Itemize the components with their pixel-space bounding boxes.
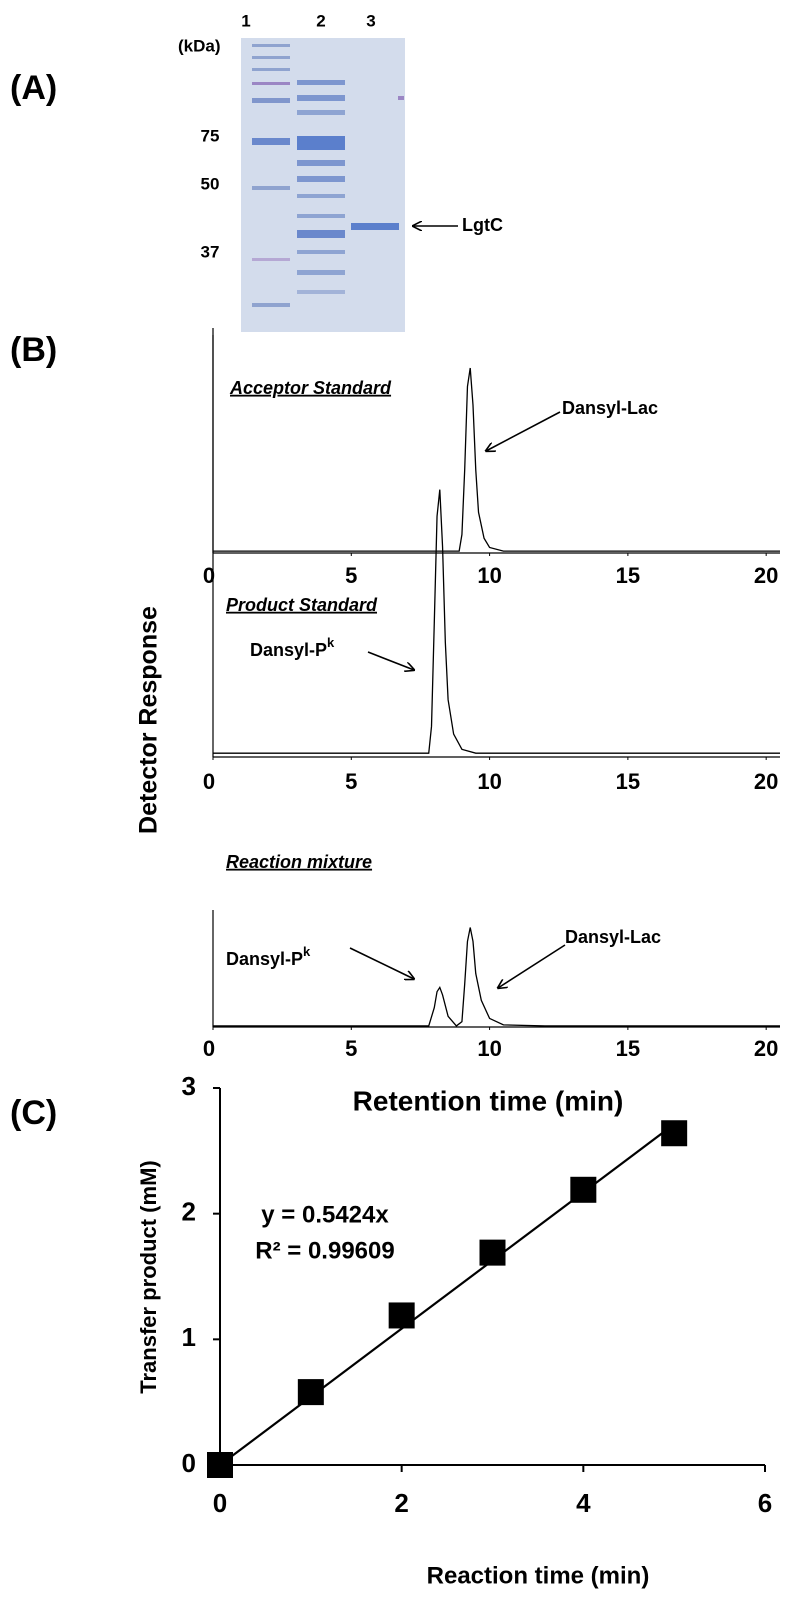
x-tick-label: 10 [477, 563, 501, 588]
annotation-sup: k [327, 635, 335, 650]
fit-equation: y = 0.5424x [261, 1201, 389, 1228]
x-tick-label: 20 [754, 1036, 778, 1061]
x-tick-label: 10 [477, 769, 501, 794]
x-tick-label: 15 [616, 563, 640, 588]
annotation-text: Dansyl-Lac [562, 398, 658, 418]
fit-r2: R² = 0.99609 [255, 1237, 394, 1264]
y-tick-label: 1 [182, 1322, 196, 1352]
lane-label: 2 [316, 11, 325, 30]
x-tick-label: 15 [616, 1036, 640, 1061]
data-point [570, 1177, 596, 1203]
data-point [661, 1120, 687, 1146]
data-point [207, 1452, 233, 1478]
chart-title: Reaction mixture [226, 852, 372, 872]
marker-label: 50 [201, 174, 220, 193]
chart-title: Product Standard [226, 595, 378, 615]
annotation-text: Dansyl-P [226, 949, 303, 969]
unit-label: (kDa) [178, 36, 221, 55]
chromatogram-line [213, 490, 780, 754]
x-tick-label: 5 [345, 563, 357, 588]
chart-title: Acceptor Standard [229, 378, 392, 398]
figure: (A)(B)(C)123(kDa)755037LgtCDetector Resp… [0, 0, 805, 1610]
data-point [480, 1240, 506, 1266]
y-tick-label: 2 [182, 1197, 196, 1227]
x-tick-label: 15 [616, 769, 640, 794]
marker-label: 37 [201, 242, 220, 261]
annotation-text: Dansyl-P [250, 640, 327, 660]
x-tick-label: 5 [345, 1036, 357, 1061]
data-point [298, 1379, 324, 1405]
annotation: Dansyl-Pk [226, 944, 311, 968]
x-tick-label: 6 [758, 1488, 772, 1518]
annotation-sup: k [303, 944, 311, 959]
panel-label: (A) [10, 69, 57, 107]
y-axis-label: Detector Response [135, 606, 163, 834]
data-point [389, 1302, 415, 1328]
annotation-text: Dansyl-Lac [565, 927, 661, 947]
x-axis-label: Retention time (min) [353, 1085, 624, 1116]
lane-label: 1 [241, 11, 250, 30]
x-tick-label: 5 [345, 769, 357, 794]
x-axis-label: Reaction time (min) [427, 1562, 650, 1589]
x-tick-label: 0 [203, 1036, 215, 1061]
gel-image [241, 38, 458, 332]
y-tick-label: 3 [182, 1071, 196, 1101]
annotation: Dansyl-Lac [562, 398, 658, 418]
chromatogram-line [213, 927, 780, 1025]
marker-label: 75 [201, 126, 220, 145]
x-tick-label: 20 [754, 563, 778, 588]
arrow [486, 412, 560, 451]
annotation: LgtC [462, 215, 503, 235]
lane-label: 3 [366, 11, 375, 30]
arrow [498, 945, 565, 988]
arrow [368, 652, 414, 670]
x-tick-label: 2 [394, 1488, 408, 1518]
x-tick-label: 20 [754, 769, 778, 794]
x-tick-label: 4 [576, 1488, 591, 1518]
annotation: Dansyl-Lac [565, 927, 661, 947]
arrow [350, 948, 414, 979]
panel-label: (B) [10, 331, 57, 369]
x-tick-label: 0 [213, 1488, 227, 1518]
y-axis-label: Transfer product (mM) [136, 1160, 161, 1393]
annotation: Dansyl-Pk [250, 635, 335, 659]
panel-label: (C) [10, 1094, 57, 1132]
trendline [220, 1124, 674, 1465]
x-tick-label: 10 [477, 1036, 501, 1061]
y-tick-label: 0 [182, 1448, 196, 1478]
x-tick-label: 0 [203, 769, 215, 794]
